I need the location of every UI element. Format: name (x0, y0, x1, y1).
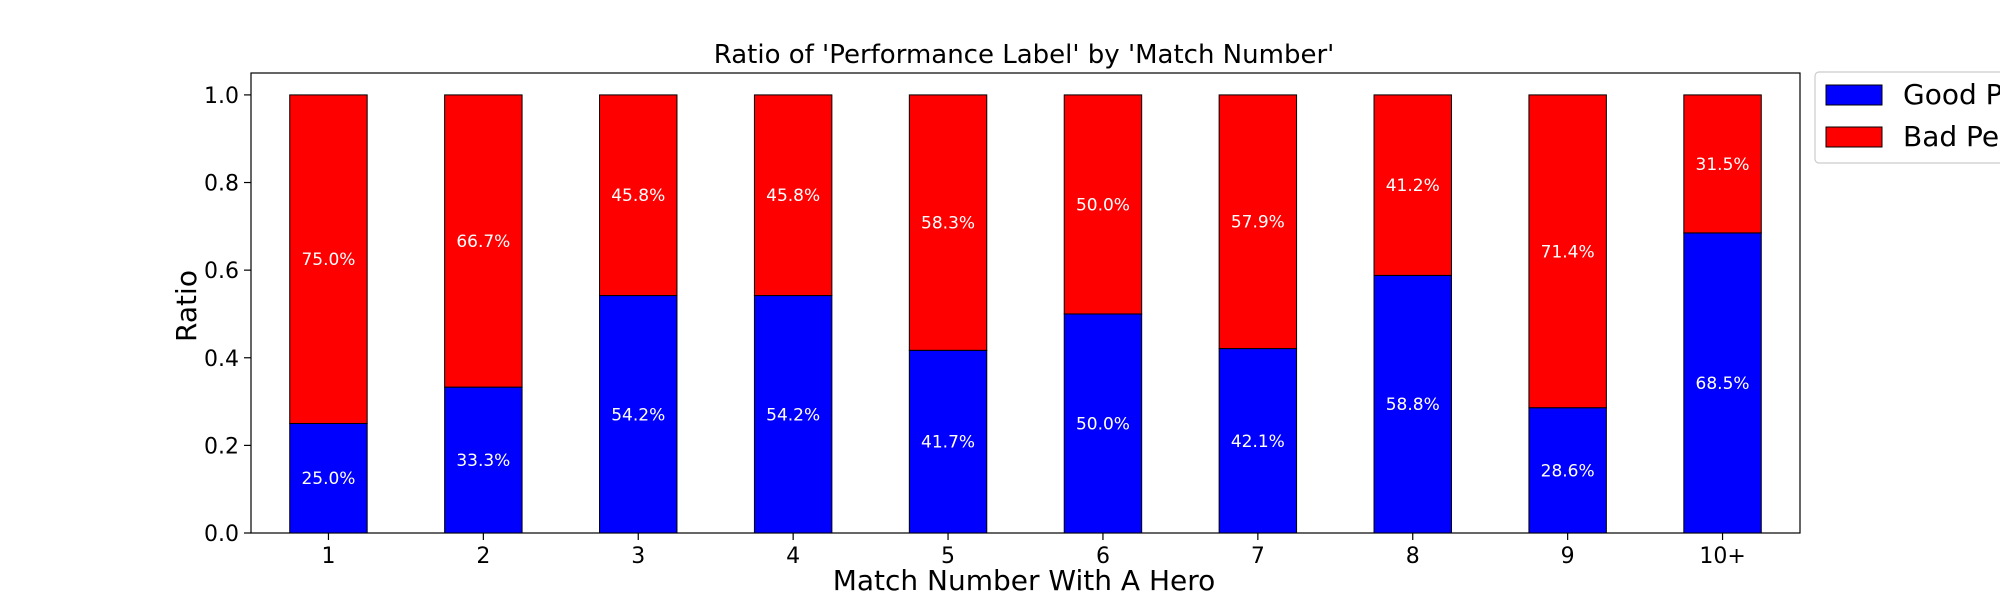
bar-label-bad-1: 75.0% (301, 250, 355, 270)
x-tick-label-8: 8 (1406, 544, 1420, 569)
bar-label-good-9: 28.6% (1541, 461, 1595, 481)
bar-label-bad-8: 41.2% (1386, 176, 1440, 196)
bar-label-good-5: 41.7% (921, 433, 975, 453)
legend-swatch-bad (1825, 126, 1883, 148)
y-tick-label-5: 1.0 (204, 84, 239, 109)
bar-bad-10+ (1683, 94, 1762, 234)
legend-label-bad: Bad Pe (1903, 120, 1999, 153)
x-tick-label-9: 9 (1561, 544, 1575, 569)
plot-area: 0.0 0.2 0.4 0.6 0.8 1.0 25.0% 75.0% 1 33.3% 66.7% 2… (204, 72, 1801, 569)
bar-label-good-3: 54.2% (611, 405, 665, 425)
bar-label-bad-2: 66.7% (456, 232, 510, 252)
bar-good-10+ (1683, 232, 1762, 534)
x-tick-label-4: 4 (786, 544, 800, 569)
bar-bad-7 (1218, 94, 1298, 350)
x-tick-label-5: 5 (941, 544, 955, 569)
x-tick-label-2: 2 (476, 544, 490, 569)
legend-label-good: Good P (1903, 78, 2000, 111)
x-tick-label-3: 3 (631, 544, 645, 569)
bar-label-good-10+: 68.5% (1696, 374, 1750, 394)
plot-frame (250, 72, 1801, 534)
bar-label-bad-3: 45.8% (611, 186, 665, 206)
bar-bad-1 (289, 94, 368, 424)
bar-bad-5 (908, 94, 988, 351)
bar-label-bad-10+: 31.5% (1696, 155, 1750, 175)
bar-bad-2 (444, 94, 523, 388)
bar-bad-9 (1528, 94, 1607, 409)
bar-good-4 (753, 295, 833, 534)
bar-bad-6 (1063, 94, 1143, 315)
chart-title: Ratio of 'Performance Label' by 'Match N… (714, 40, 1335, 70)
bar-label-good-2: 33.3% (456, 451, 510, 471)
bar-good-6 (1063, 313, 1143, 534)
bar-label-bad-9: 71.4% (1541, 242, 1595, 262)
bar-good-2 (444, 386, 523, 534)
bar-label-bad-7: 57.9% (1231, 213, 1285, 233)
bar-label-good-7: 42.1% (1231, 432, 1285, 452)
bar-bad-4 (753, 94, 833, 297)
bar-label-good-4: 54.2% (766, 405, 820, 425)
bar-good-5 (908, 349, 988, 534)
legend-swatch-good (1825, 84, 1883, 106)
x-tick-label-10+: 10+ (1699, 544, 1745, 569)
legend: Good P Bad Pe (1814, 71, 2000, 164)
bar-label-good-8: 58.8% (1386, 395, 1440, 415)
x-tick-label-7: 7 (1251, 544, 1265, 569)
x-tick-label-6: 6 (1096, 544, 1110, 569)
y-tick-label-2: 0.4 (204, 347, 239, 372)
bar-label-good-6: 50.0% (1076, 414, 1130, 434)
bar-bad-8 (1373, 94, 1452, 276)
bar-label-bad-6: 50.0% (1076, 195, 1130, 215)
y-tick-label-4: 0.8 (204, 172, 239, 197)
bar-label-bad-5: 58.3% (921, 214, 975, 234)
x-tick-label-1: 1 (321, 544, 335, 569)
x-axis-label: Match Number With A Hero (833, 564, 1216, 597)
y-tick-label-0: 0.0 (204, 522, 239, 547)
bar-label-bad-4: 45.8% (766, 186, 820, 206)
bar-label-good-1: 25.0% (301, 469, 355, 489)
bar-bad-3 (599, 94, 678, 297)
bar-good-7 (1218, 348, 1298, 534)
y-axis-label: Ratio (170, 270, 203, 342)
y-tick-label-1: 0.2 (204, 434, 239, 459)
bar-good-8 (1373, 274, 1452, 534)
y-tick-label-3: 0.6 (204, 259, 239, 284)
